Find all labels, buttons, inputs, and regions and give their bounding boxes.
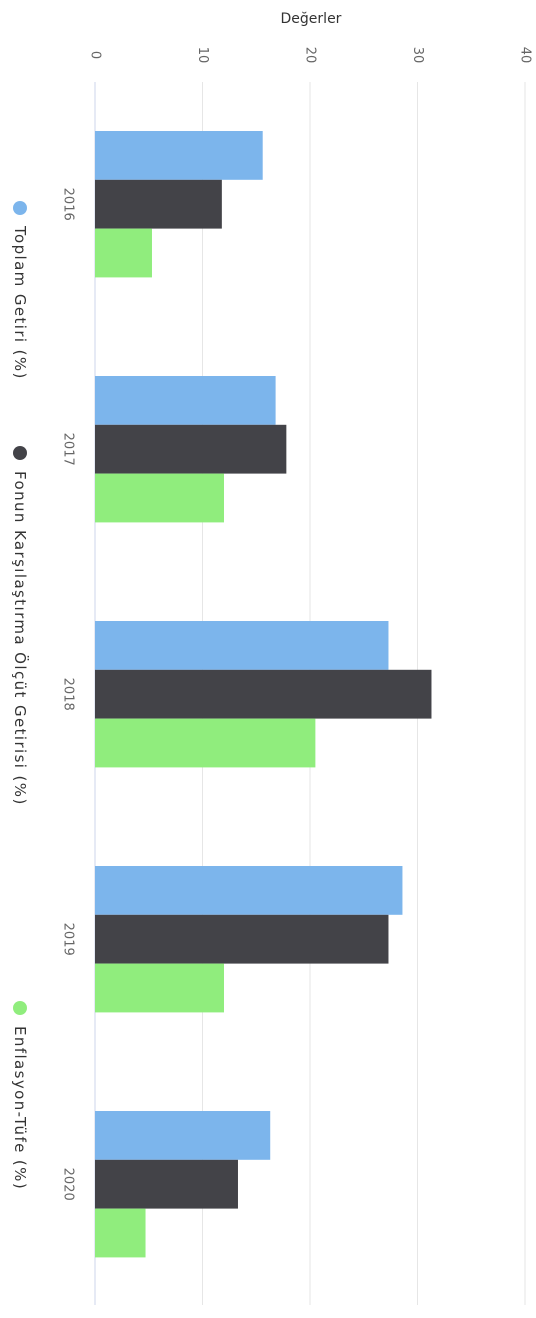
category-label: 2016 xyxy=(61,188,76,221)
category-label: 2020 xyxy=(61,1168,76,1201)
legend-marker xyxy=(13,1001,27,1015)
legend-label: Fonun Karşılaştırma Ölçüt Getirisi (%) xyxy=(11,471,30,806)
bar[interactable] xyxy=(95,914,389,964)
tick-label: 10 xyxy=(195,47,210,64)
bar[interactable] xyxy=(95,669,432,719)
tick-label: 40 xyxy=(518,47,533,64)
bar[interactable] xyxy=(95,866,403,915)
value-axis-ticks: 0 10 20 30 40 xyxy=(88,47,533,64)
category-label: 2019 xyxy=(61,923,76,956)
legend-item[interactable]: Fonun Karşılaştırma Ölçüt Getirisi (%) xyxy=(11,446,30,806)
bar[interactable] xyxy=(95,963,224,1013)
bar[interactable] xyxy=(95,1111,271,1160)
legend-item[interactable]: Toplam Getiri (%) xyxy=(11,201,29,380)
bar[interactable] xyxy=(95,621,389,670)
tick-label: 30 xyxy=(410,47,425,64)
value-axis-title: Değerler xyxy=(281,11,342,27)
bar[interactable] xyxy=(95,131,263,180)
bar[interactable] xyxy=(95,179,222,229)
bars xyxy=(95,131,432,1258)
legend-item[interactable]: Enflasyon-Tüfe (%) xyxy=(11,1001,29,1190)
bar[interactable] xyxy=(95,1159,238,1209)
legend-label: Toplam Getiri (%) xyxy=(11,225,29,380)
bar[interactable] xyxy=(95,718,316,768)
tick-label: 0 xyxy=(88,51,103,59)
bar[interactable] xyxy=(95,424,287,474)
tick-label: 20 xyxy=(303,47,318,64)
legend-marker xyxy=(13,446,27,460)
bar[interactable] xyxy=(95,376,276,425)
category-axis-labels: 2016 2017 2018 2019 2020 xyxy=(61,188,76,1201)
legend-label: Enflasyon-Tüfe (%) xyxy=(11,1026,29,1190)
category-label: 2017 xyxy=(61,433,76,466)
category-label: 2018 xyxy=(61,678,76,711)
bar[interactable] xyxy=(95,1208,146,1258)
bar[interactable] xyxy=(95,473,224,523)
bar[interactable] xyxy=(95,228,152,278)
legend-marker xyxy=(13,201,27,215)
legend: Toplam Getiri (%) Fonun Karşılaştırma Ölç… xyxy=(11,201,30,1190)
